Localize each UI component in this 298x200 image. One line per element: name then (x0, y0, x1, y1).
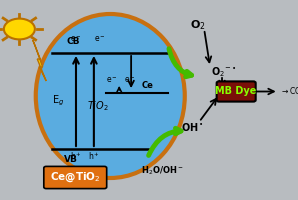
Text: h$^+$: h$^+$ (70, 150, 82, 162)
Text: h$^+$: h$^+$ (88, 150, 100, 162)
Text: E$_g$: E$_g$ (52, 94, 64, 108)
FancyBboxPatch shape (217, 81, 256, 102)
Text: e$^-$: e$^-$ (94, 34, 106, 44)
Text: CB: CB (66, 37, 80, 46)
Text: OH$^\bullet$: OH$^\bullet$ (181, 121, 204, 133)
Text: Ce: Ce (142, 81, 153, 90)
Circle shape (4, 19, 35, 39)
Ellipse shape (36, 14, 185, 178)
Text: e$^-$: e$^-$ (70, 34, 82, 44)
Text: H$_2$O/OH$^-$: H$_2$O/OH$^-$ (141, 165, 184, 177)
FancyBboxPatch shape (44, 166, 107, 189)
Text: VB: VB (64, 155, 77, 164)
Text: Ce@TiO$_2$: Ce@TiO$_2$ (50, 171, 100, 184)
Text: e$^-$: e$^-$ (106, 75, 118, 85)
Text: O$_2$: O$_2$ (190, 18, 206, 32)
Text: O$_2$$^{-\bullet}$: O$_2$$^{-\bullet}$ (211, 65, 236, 79)
Polygon shape (33, 40, 46, 81)
Text: TiO$_2$: TiO$_2$ (87, 99, 109, 113)
Text: e$^-$: e$^-$ (124, 75, 136, 85)
Text: MB Dye: MB Dye (215, 86, 257, 97)
Text: $\rightarrow$CO$_2$+H$_2$O: $\rightarrow$CO$_2$+H$_2$O (280, 85, 298, 98)
